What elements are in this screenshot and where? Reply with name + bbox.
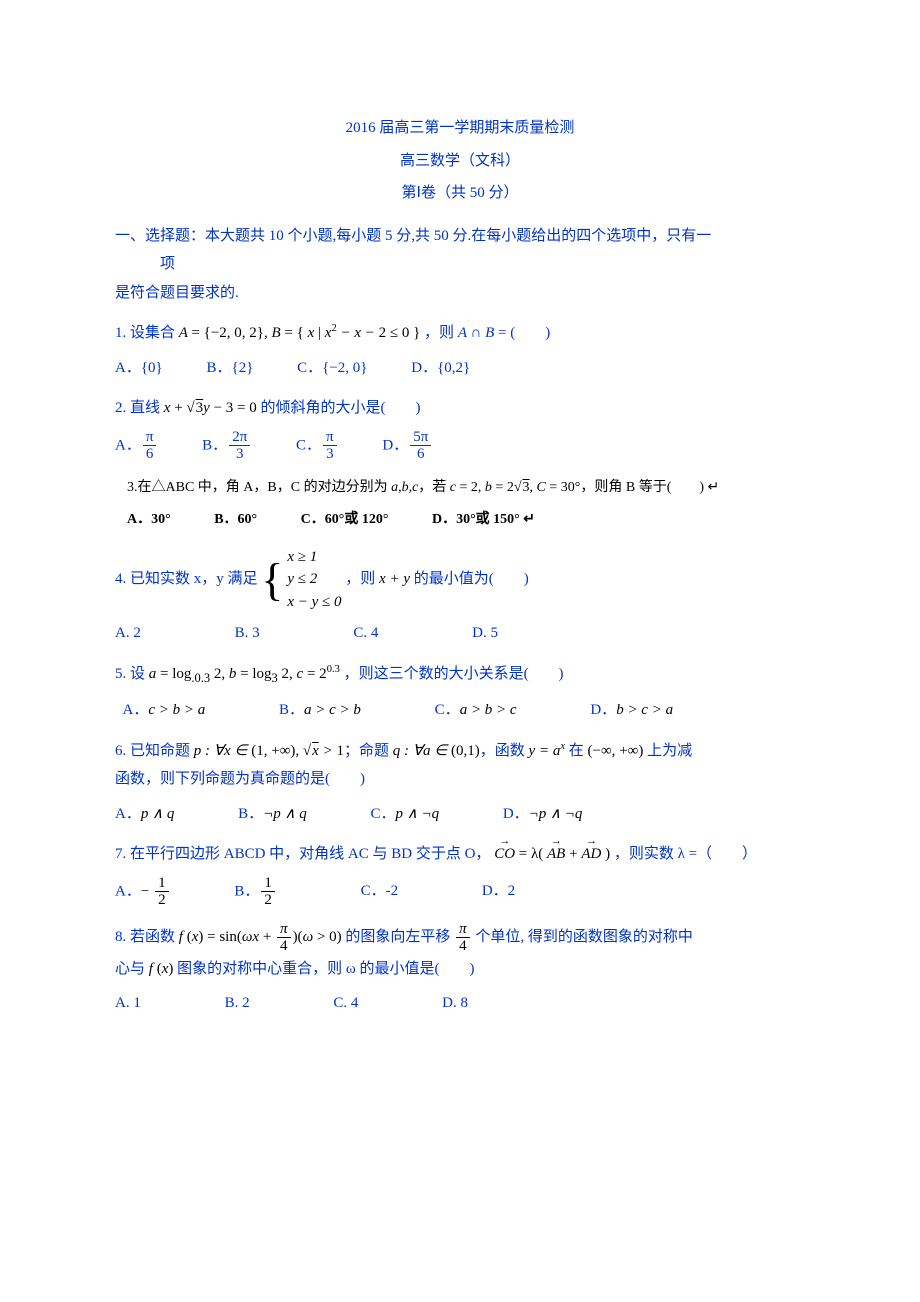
question-6: 6. 已知命题 p : ∀x ∈ (1, +∞), √x > 1；命题 q : … (115, 737, 805, 829)
q4-cases: { x ≥ 1 y ≤ 2 x − y ≤ 0 (261, 546, 341, 614)
question-8: 8. 若函数 f (x) = sin(ωx + π4)(ω > 0) 的图象向左… (115, 921, 805, 1018)
section-text-2: 项 (115, 250, 805, 279)
q4-case1: x ≥ 1 (287, 546, 341, 569)
q8-opt-b: B. 2 (225, 989, 250, 1018)
q4-case3: x − y ≤ 0 (287, 591, 341, 614)
q1-suffix: ，则 A ∩ B = ( ) (424, 325, 550, 341)
question-7: 7. 在平行四边形 ABCD 中，对角线 AC 与 BD 交于点 O， CO =… (115, 840, 805, 909)
q2-options: A．π6 B．2π3 C．π3 D．5π6 (115, 429, 805, 463)
q3-tail: ↵ (708, 480, 720, 495)
q8-opt-a: A. 1 (115, 989, 141, 1018)
q3-opt-d: D．30°或 150° ↵ (432, 507, 535, 534)
exam-title-3: 第Ⅰ卷（共 50 分） (115, 179, 805, 208)
q4-opt-b: B. 3 (235, 619, 260, 648)
q3-options: A．30° B．60° C．60°或 120° D．30°或 150° ↵ (127, 507, 805, 534)
q8-opt-c: C. 4 (333, 989, 358, 1018)
q7-opt-d: D．2 (482, 877, 515, 906)
q6-opt-c: C．p ∧ ¬q (370, 800, 439, 829)
q5-opt-b: B．a > c > b (279, 696, 361, 725)
q4-opt-c: C. 4 (353, 619, 378, 648)
q5-opt-d: D．b > c > a (590, 696, 673, 725)
q4-case2: y ≤ 2 (287, 568, 341, 591)
q6-opt-d: D．¬p ∧ ¬q (503, 800, 583, 829)
q5-options: A．c > b > a B．a > c > b C．a > b > c D．b … (115, 696, 805, 725)
q8-opt-d: D. 8 (442, 989, 468, 1018)
q1-opt-a: A．{0} (115, 354, 163, 383)
q3-text: 3.在△ABC 中，角 A，B，C 的对边分别为 a,b,c，若 c = 2, … (127, 480, 704, 495)
q7-opt-b: B．12 (234, 875, 277, 909)
section-1-header: 一、选择题：本大题共 10 个小题,每小题 5 分,共 50 分.在每小题给出的… (115, 222, 805, 279)
q5-opt-a: A．c > b > a (123, 696, 206, 725)
q1-prefix: 1. 设集合 (115, 325, 179, 341)
q1-opt-b: B．{2} (206, 354, 253, 383)
q2-equation: x + √3y − 3 = 0 (164, 400, 257, 416)
q2-opt-b: B．2π3 (202, 429, 252, 463)
q7-options: A．− 12 B．12 C．-2 D．2 (115, 875, 805, 909)
q1-math: A = {−2, 0, 2}, B = { x | x2 − x − 2 ≤ 0… (179, 325, 421, 341)
q8-options: A. 1 B. 2 C. 4 D. 8 (115, 989, 805, 1018)
exam-title-2: 高三数学（文科） (115, 147, 805, 176)
q3-opt-a: A．30° (127, 507, 171, 534)
q5-prefix: 5. 设 (115, 666, 149, 682)
question-4: 4. 已知实数 x，y 满足 { x ≥ 1 y ≤ 2 x − y ≤ 0 ，… (115, 546, 805, 648)
q2-suffix: 的倾斜角的大小是( ) (260, 400, 420, 416)
q7-suffix: ，则实数 λ =（ ） (614, 846, 757, 862)
q8-line1: 8. 若函数 f (x) = sin(ωx + π4)(ω > 0) 的图象向左… (115, 929, 693, 945)
q2-opt-a: A．π6 (115, 429, 158, 463)
q5-suffix: ，则这三个数的大小关系是( ) (344, 666, 564, 682)
q1-opt-d: D．{0,2} (411, 354, 470, 383)
q3-opt-b: B．60° (214, 507, 257, 534)
q4-mid: ，则 x + y 的最小值为( ) (345, 571, 528, 587)
q4-options: A. 2 B. 3 C. 4 D. 5 (115, 619, 805, 648)
q7-opt-c: C．-2 (361, 877, 399, 906)
q6-opt-b: B．¬p ∧ q (238, 800, 307, 829)
q2-prefix: 2. 直线 (115, 400, 164, 416)
q5-opt-c: C．a > b > c (435, 696, 517, 725)
q5-math: a = log.0.3 2, b = log3 2, c = 20.3 (149, 666, 340, 682)
q8-line2: 心与 f (x) 图象的对称中心重合，则 ω 的最小值是( ) (115, 955, 805, 984)
q6-opt-a: A．p ∧ q (115, 800, 174, 829)
section-text-1: 一、选择题：本大题共 10 个小题,每小题 5 分,共 50 分.在每小题给出的… (115, 222, 805, 251)
q7-prefix: 7. 在平行四边形 ABCD 中，对角线 AC 与 BD 交于点 O， (115, 846, 490, 862)
q1-options: A．{0} B．{2} C．{−2, 0} D．{0,2} (115, 354, 805, 383)
question-5: 5. 设 a = log.0.3 2, b = log3 2, c = 20.3… (115, 660, 805, 725)
q7-opt-a: A．− 12 (115, 875, 171, 909)
question-3: 3.在△ABC 中，角 A，B，C 的对边分别为 a,b,c，若 c = 2, … (115, 475, 805, 534)
q6-line1: 6. 已知命题 p : ∀x ∈ (1, +∞), √x > 1；命题 q : … (115, 743, 692, 759)
q4-prefix: 4. 已知实数 x，y 满足 (115, 571, 261, 587)
question-1: 1. 设集合 A = {−2, 0, 2}, B = { x | x2 − x … (115, 319, 805, 382)
exam-title-1: 2016 届高三第一学期期末质量检测 (115, 114, 805, 143)
q3-opt-c: C．60°或 120° (301, 507, 389, 534)
q6-options: A．p ∧ q B．¬p ∧ q C．p ∧ ¬q D．¬p ∧ ¬q (115, 800, 805, 829)
section-text-3: 是符合题目要求的. (115, 279, 805, 308)
q4-opt-a: A. 2 (115, 619, 141, 648)
q6-line2: 函数，则下列命题为真命题的是( ) (115, 765, 805, 794)
q1-opt-c: C．{−2, 0} (297, 354, 367, 383)
q4-opt-d: D. 5 (472, 619, 498, 648)
q2-opt-d: D．5π6 (382, 429, 433, 463)
question-2: 2. 直线 x + √3y − 3 = 0 的倾斜角的大小是( ) A．π6 B… (115, 394, 805, 463)
q2-opt-c: C．π3 (296, 429, 339, 463)
q7-equation: CO = λ( AB + AD ) (494, 846, 614, 862)
